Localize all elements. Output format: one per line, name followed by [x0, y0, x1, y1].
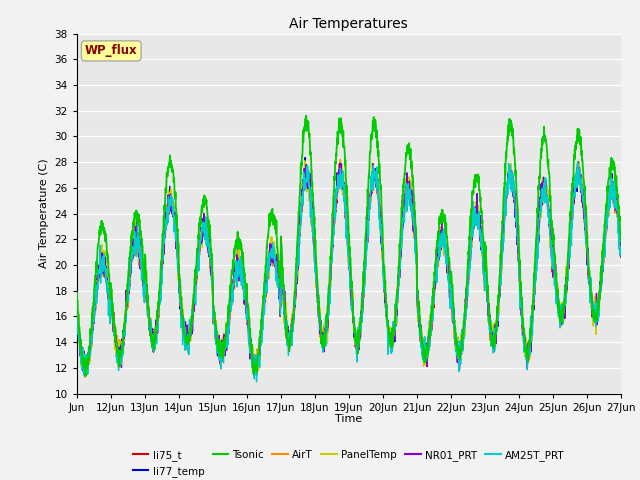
AirT	[127, 262, 135, 267]
Text: WP_flux: WP_flux	[85, 44, 138, 58]
PanelTemp	[245, 326, 253, 332]
AirT	[617, 242, 625, 248]
Line: Tsonic: Tsonic	[77, 116, 621, 376]
Tsonic	[544, 161, 552, 167]
li75_t	[382, 302, 390, 308]
Line: AirT: AirT	[77, 159, 621, 377]
PanelTemp	[127, 257, 135, 263]
NR01_PRT	[73, 316, 81, 322]
NR01_PRT	[127, 270, 135, 276]
Line: NR01_PRT: NR01_PRT	[77, 161, 621, 374]
Line: PanelTemp: PanelTemp	[77, 161, 621, 377]
Tsonic	[617, 239, 625, 244]
li75_t	[610, 200, 618, 206]
Tsonic	[513, 195, 521, 201]
AM25T_PRT	[617, 251, 625, 257]
Line: li75_t: li75_t	[77, 164, 621, 376]
li75_t	[513, 228, 521, 234]
PanelTemp	[73, 313, 81, 319]
PanelTemp	[82, 374, 90, 380]
li75_t	[250, 373, 257, 379]
li75_t	[617, 250, 625, 256]
li77_temp	[250, 372, 257, 377]
NR01_PRT	[244, 332, 252, 337]
li77_temp	[617, 244, 625, 250]
Legend: li75_t, li77_temp, Tsonic, AirT, PanelTemp, NR01_PRT, AM25T_PRT: li75_t, li77_temp, Tsonic, AirT, PanelTe…	[129, 445, 569, 480]
NR01_PRT	[617, 254, 625, 260]
AirT	[513, 228, 521, 233]
NR01_PRT	[574, 158, 582, 164]
AirT	[245, 328, 253, 334]
AM25T_PRT	[513, 225, 520, 230]
li77_temp	[127, 259, 135, 264]
NR01_PRT	[381, 298, 389, 304]
Line: AM25T_PRT: AM25T_PRT	[77, 162, 621, 382]
li77_temp	[544, 197, 552, 203]
Title: Air Temperatures: Air Temperatures	[289, 17, 408, 31]
AirT	[337, 156, 344, 162]
AM25T_PRT	[73, 329, 81, 335]
AirT	[610, 191, 618, 196]
NR01_PRT	[610, 187, 618, 192]
AM25T_PRT	[543, 199, 551, 204]
AM25T_PRT	[610, 188, 618, 193]
Line: li77_temp: li77_temp	[77, 157, 621, 374]
li75_t	[73, 311, 81, 317]
NR01_PRT	[543, 193, 551, 199]
AM25T_PRT	[244, 335, 252, 340]
NR01_PRT	[513, 215, 520, 220]
AirT	[73, 308, 81, 314]
AirT	[544, 193, 552, 199]
PanelTemp	[301, 158, 308, 164]
Y-axis label: Air Temperature (C): Air Temperature (C)	[39, 159, 49, 268]
AM25T_PRT	[253, 379, 260, 384]
li75_t	[544, 197, 552, 203]
li77_temp	[73, 315, 81, 321]
PanelTemp	[610, 187, 618, 192]
PanelTemp	[382, 299, 390, 305]
li75_t	[127, 266, 135, 272]
X-axis label: Time: Time	[335, 414, 362, 424]
Tsonic	[245, 313, 253, 319]
Tsonic	[82, 373, 90, 379]
NR01_PRT	[251, 372, 259, 377]
li77_temp	[513, 228, 521, 234]
PanelTemp	[544, 189, 552, 195]
Tsonic	[127, 239, 135, 245]
AirT	[382, 304, 390, 310]
Tsonic	[73, 295, 81, 300]
li77_temp	[610, 189, 618, 194]
li77_temp	[382, 298, 390, 304]
li75_t	[301, 161, 309, 167]
AM25T_PRT	[573, 159, 581, 165]
AM25T_PRT	[381, 291, 389, 297]
Tsonic	[610, 159, 618, 165]
li77_temp	[244, 319, 252, 324]
Tsonic	[302, 113, 310, 119]
li75_t	[244, 324, 252, 329]
AM25T_PRT	[127, 255, 135, 261]
PanelTemp	[617, 246, 625, 252]
PanelTemp	[513, 223, 521, 228]
li77_temp	[301, 155, 309, 160]
Tsonic	[382, 292, 390, 298]
AirT	[81, 374, 89, 380]
